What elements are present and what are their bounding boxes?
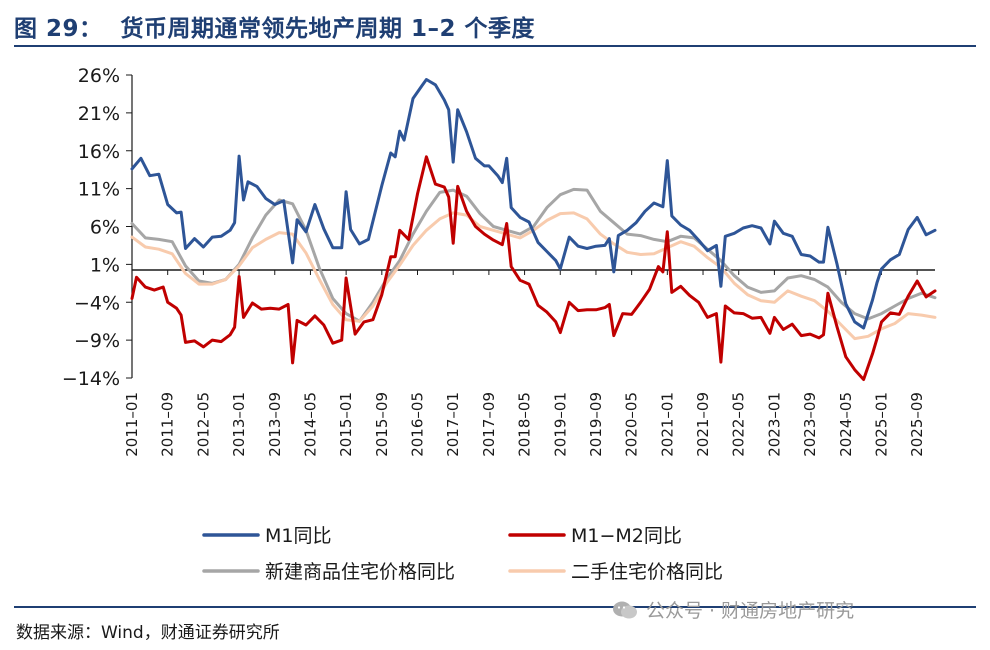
series-lines [130, 78, 937, 381]
x-tick-label: 2021–09 [694, 392, 712, 457]
x-tick-label: 2016–05 [409, 392, 427, 457]
legend-label: 二手住宅价格同比 [571, 561, 723, 583]
y-tick-label: 16% [78, 141, 120, 163]
figure-title-text: 货币周期通常领先地产周期 1–2 个季度 [120, 16, 536, 42]
figure-number: 图 29： [14, 16, 103, 42]
x-tick-label: 2023–09 [801, 392, 819, 457]
y-tick-label: −9% [74, 330, 120, 352]
series-line-1 [130, 155, 937, 381]
x-tick-label: 2021–01 [658, 392, 676, 457]
x-tick-label: 2023–01 [765, 392, 783, 457]
y-tick-label: −14% [62, 368, 120, 390]
y-tick-label: −4% [74, 292, 120, 314]
y-tick-label: 6% [90, 217, 120, 239]
x-tick-label: 2022–05 [730, 392, 748, 457]
watermark-text: 公众号 · 财通房地产研究 [646, 600, 855, 622]
y-tick-label: 1% [90, 254, 120, 276]
figure-title: 图 29： 货币周期通常领先地产周期 1–2 个季度 [14, 9, 535, 43]
x-tick-label: 2011–09 [159, 392, 177, 457]
chart-canvas: 26%21%16%11%6%1%−4%−9%−14% 2011–01 2011–0… [62, 65, 937, 583]
x-tick-label: 2011–01 [123, 392, 141, 457]
x-axis: 2011–01 2011–09 2012–05 2013–01 2013–09 2014–… [123, 269, 935, 457]
x-tick-label: 2015–01 [337, 392, 355, 457]
x-tick-label: 2017–01 [444, 392, 462, 457]
title-rule [14, 45, 976, 47]
x-tick-label: 2017–09 [480, 392, 498, 457]
x-tick-label: 2019–09 [587, 392, 605, 457]
legend-label: 新建商品住宅价格同比 [265, 561, 455, 583]
data-source: 数据来源：Wind，财通证券研究所 [16, 623, 280, 643]
x-tick-label: 2015–09 [373, 392, 391, 457]
x-tick-label: 2020–05 [623, 392, 641, 457]
x-tick-label: 2014–05 [301, 392, 319, 457]
y-tick-label: 21% [78, 103, 120, 125]
y-tick-label: 26% [78, 65, 120, 87]
x-tick-label: 2024–05 [837, 392, 855, 457]
watermark: 公众号 · 财通房地产研究 [612, 596, 854, 623]
source-rule [14, 606, 976, 608]
x-tick-label: 2012–05 [194, 392, 212, 457]
series-line-0 [130, 78, 937, 330]
x-tick-label: 2018–05 [516, 392, 534, 457]
series-line-2 [130, 187, 937, 323]
wechat-icon [613, 601, 637, 618]
x-tick-label: 2013–09 [266, 392, 284, 457]
legend-label: M1同比 [265, 525, 331, 547]
y-tick-label: 11% [78, 179, 120, 201]
x-tick-label: 2025–09 [908, 392, 926, 457]
y-axis: 26% 21% 16% 11% 6% 1% −4% −9% −14% [62, 65, 133, 390]
x-tick-label: 2019–01 [551, 392, 569, 457]
legend-label: M1−M2同比 [571, 525, 682, 547]
x-tick-label: 2025–01 [872, 392, 890, 457]
x-tick-label: 2013–01 [230, 392, 248, 457]
